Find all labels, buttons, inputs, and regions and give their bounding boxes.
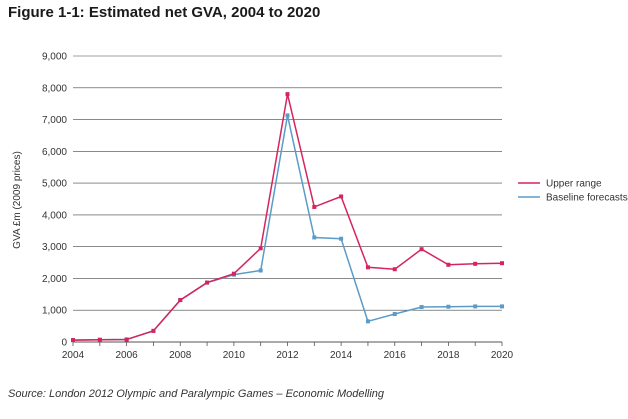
data-point — [446, 262, 451, 267]
x-tick-label: 2008 — [169, 350, 192, 361]
data-point — [446, 304, 451, 309]
y-tick-label: 2,000 — [42, 274, 67, 285]
data-point — [473, 304, 478, 309]
y-axis-label: GVA £m (2009 prices) — [12, 151, 23, 249]
y-tick-label: 5,000 — [42, 179, 67, 190]
data-point — [285, 92, 290, 97]
legend-label: Baseline forecasts — [546, 193, 628, 204]
data-point — [392, 267, 397, 272]
y-tick-label: 7,000 — [42, 115, 67, 126]
data-point — [339, 236, 344, 241]
legend-label: Upper range — [546, 179, 602, 190]
data-point — [365, 319, 370, 324]
x-tick-label: 2006 — [116, 350, 139, 361]
data-point — [258, 246, 263, 251]
data-point — [473, 261, 478, 266]
y-tick-label: 1,000 — [42, 306, 67, 317]
y-tick-label: 0 — [61, 338, 67, 349]
data-point — [124, 337, 129, 342]
data-point — [71, 338, 75, 343]
source-note: Source: London 2012 Olympic and Paralymp… — [8, 388, 385, 400]
y-tick-label: 4,000 — [42, 210, 67, 221]
figure-title: Figure 1-1: Estimated net GVA, 2004 to 2… — [8, 4, 321, 21]
data-point — [312, 235, 317, 240]
data-point — [500, 304, 504, 309]
data-point — [419, 247, 424, 252]
x-tick-label: 2020 — [491, 350, 514, 361]
data-point — [285, 113, 290, 118]
axes: 0 1,000 2,000 3,000 4,000 5,000 6,000 7,000 8,00… — [42, 52, 514, 362]
legend: Upper range Baseline forecasts — [518, 179, 628, 204]
data-point — [151, 328, 156, 333]
series — [71, 92, 504, 343]
x-tick-label: 2016 — [384, 350, 407, 361]
y-tick-label: 8,000 — [42, 83, 67, 94]
gridlines — [73, 55, 502, 343]
data-point — [365, 265, 370, 270]
x-tick-label: 2018 — [437, 350, 460, 361]
x-tick-label: 2004 — [62, 350, 85, 361]
series-line-upper-range — [72, 93, 503, 341]
data-point — [419, 305, 424, 310]
data-point — [178, 298, 183, 303]
data-point — [392, 312, 397, 317]
data-point — [97, 337, 102, 342]
series-line-baseline-forecasts — [72, 115, 502, 341]
data-point — [231, 271, 236, 276]
data-point — [339, 194, 344, 199]
data-point — [205, 280, 210, 285]
data-point — [258, 268, 263, 273]
x-tick-label: 2010 — [223, 350, 246, 361]
x-tick-label: 2014 — [330, 350, 353, 361]
y-tick-label: 6,000 — [42, 147, 67, 158]
data-point — [312, 204, 317, 209]
y-tick-label: 3,000 — [42, 242, 67, 253]
y-tick-label: 9,000 — [42, 52, 67, 63]
line-chart: 0 1,000 2,000 3,000 4,000 5,000 6,000 7,000 8,00… — [12, 52, 628, 362]
x-tick-label: 2012 — [276, 350, 299, 361]
data-point — [500, 261, 504, 266]
